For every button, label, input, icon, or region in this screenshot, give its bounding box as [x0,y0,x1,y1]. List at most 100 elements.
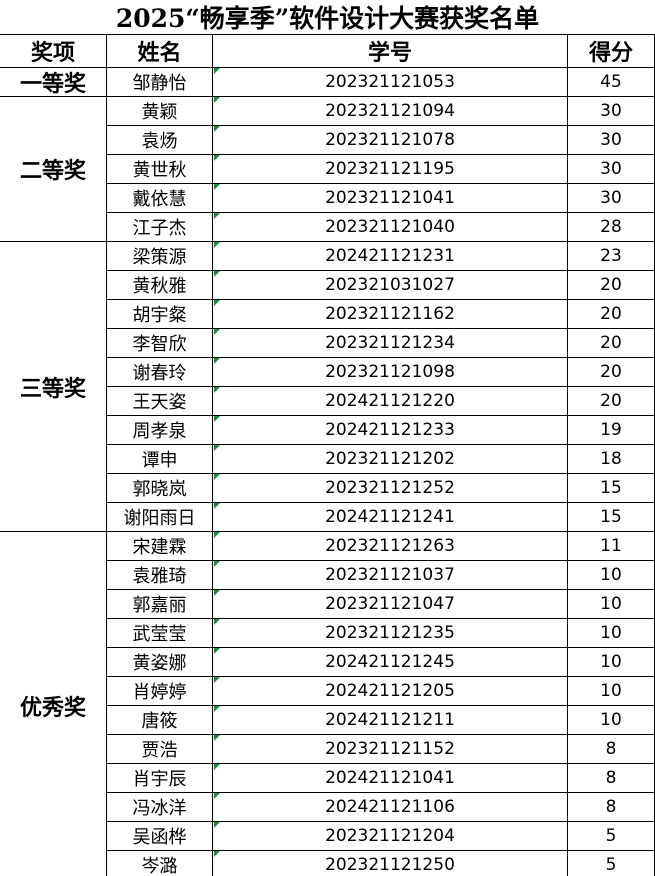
text-number-flag [214,329,220,335]
text-number-flag [214,242,220,248]
student-id: 202421121211 [213,706,568,735]
student-name: 唐筱 [107,706,213,735]
award-level: 三等奖 [0,242,107,532]
student-name: 邹静怡 [107,68,213,97]
column-header: 得分 [568,35,655,68]
student-name: 王天姿 [107,387,213,416]
student-name: 黄颖 [107,97,213,126]
score: 10 [568,648,655,677]
student-name: 宋建霖 [107,532,213,561]
column-header: 学号 [213,35,568,68]
text-number-flag [214,851,220,857]
student-name: 黄姿娜 [107,648,213,677]
student-id: 202321121234 [213,329,568,358]
text-number-flag [214,793,220,799]
text-number-flag [214,97,220,103]
student-name: 郭晓岚 [107,474,213,503]
score: 20 [568,271,655,300]
text-number-flag [214,126,220,132]
text-number-flag [214,184,220,190]
score: 28 [568,213,655,242]
score: 11 [568,532,655,561]
student-id: 202321121252 [213,474,568,503]
score: 8 [568,735,655,764]
score: 5 [568,822,655,851]
text-number-flag [214,822,220,828]
student-id: 202321031027 [213,271,568,300]
text-number-flag [214,300,220,306]
student-id: 202321121202 [213,445,568,474]
student-name: 胡宇粲 [107,300,213,329]
student-name: 谢阳雨日 [107,503,213,532]
student-name: 黄世秋 [107,155,213,184]
text-number-flag [214,445,220,451]
student-id: 202321121235 [213,619,568,648]
student-name: 李智欣 [107,329,213,358]
score: 10 [568,619,655,648]
student-id: 202321121162 [213,300,568,329]
text-number-flag [214,735,220,741]
award-level: 一等奖 [0,68,107,97]
text-number-flag [214,416,220,422]
student-name: 黄秋雅 [107,271,213,300]
score: 10 [568,677,655,706]
score: 18 [568,445,655,474]
score: 23 [568,242,655,271]
student-name: 贾浩 [107,735,213,764]
text-number-flag [214,503,220,509]
award-level: 优秀奖 [0,532,107,876]
student-id: 202421121106 [213,793,568,822]
student-id: 202421121205 [213,677,568,706]
student-id: 202321121094 [213,97,568,126]
student-id: 202421121245 [213,648,568,677]
score: 19 [568,416,655,445]
text-number-flag [214,271,220,277]
student-id: 202421121231 [213,242,568,271]
text-number-flag [214,619,220,625]
text-number-flag [214,155,220,161]
student-id: 202321121037 [213,561,568,590]
student-id: 202321121152 [213,735,568,764]
score: 30 [568,155,655,184]
student-name: 梁策源 [107,242,213,271]
student-name: 谭申 [107,445,213,474]
score: 20 [568,358,655,387]
score: 45 [568,68,655,97]
student-id: 202321121263 [213,532,568,561]
student-id: 202421121220 [213,387,568,416]
student-name: 冯冰洋 [107,793,213,822]
student-id: 202421121233 [213,416,568,445]
student-name: 江子杰 [107,213,213,242]
score: 20 [568,329,655,358]
column-header: 奖项 [0,35,107,68]
column-header: 姓名 [107,35,213,68]
student-name: 袁雅琦 [107,561,213,590]
score: 30 [568,97,655,126]
score: 10 [568,590,655,619]
text-number-flag [214,677,220,683]
text-number-flag [214,358,220,364]
text-number-flag [214,68,220,74]
student-id: 202421121241 [213,503,568,532]
student-id: 202321121047 [213,590,568,619]
student-name: 肖婷婷 [107,677,213,706]
student-id: 202321121204 [213,822,568,851]
sheet-title: 2025“畅享季”软件设计大赛获奖名单 [0,0,655,35]
text-number-flag [214,648,220,654]
text-number-flag [214,590,220,596]
text-number-flag [214,387,220,393]
student-name: 周孝泉 [107,416,213,445]
student-name: 武莹莹 [107,619,213,648]
score: 8 [568,764,655,793]
student-name: 袁炀 [107,126,213,155]
student-id: 202321121053 [213,68,568,97]
student-id: 202321121250 [213,851,568,876]
text-number-flag [214,532,220,538]
student-name: 谢春玲 [107,358,213,387]
score: 20 [568,387,655,416]
student-name: 吴函桦 [107,822,213,851]
text-number-flag [214,213,220,219]
student-id: 202321121040 [213,213,568,242]
student-id: 202321121078 [213,126,568,155]
